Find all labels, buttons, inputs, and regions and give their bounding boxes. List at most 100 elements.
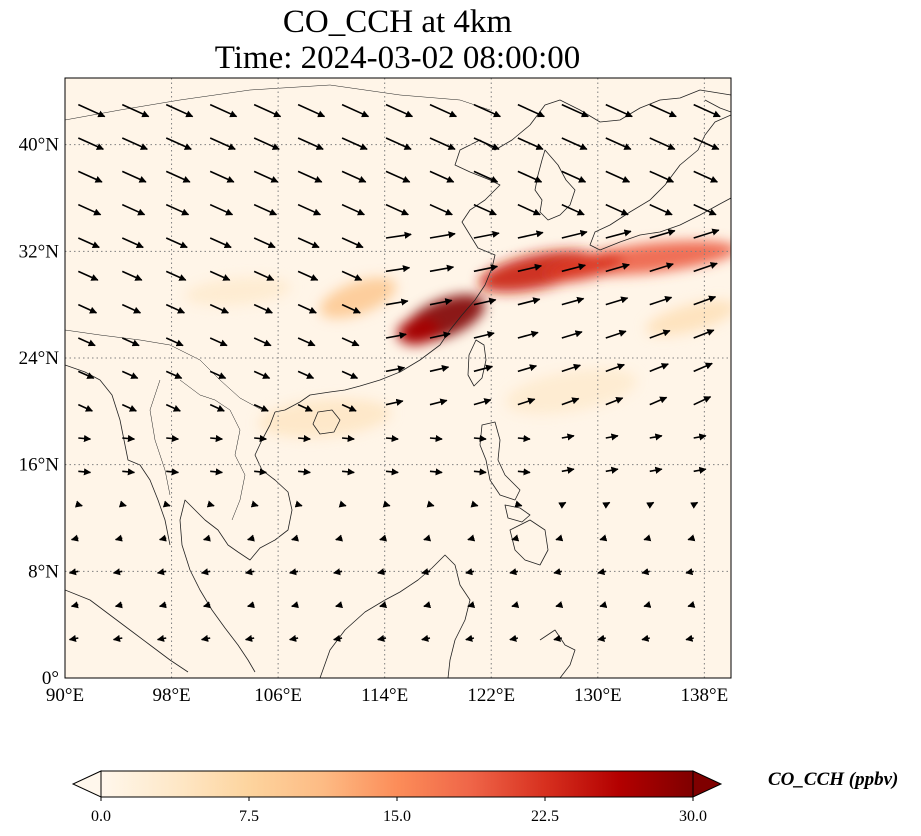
lat-tick-label: 8°N	[28, 561, 59, 582]
wind-vector	[470, 500, 479, 508]
wind-vector	[377, 568, 387, 576]
wind-vector	[646, 501, 655, 509]
wind-vector	[561, 363, 581, 373]
wind-vector	[429, 298, 453, 306]
wind-vector	[114, 601, 123, 609]
wind-vector	[693, 137, 720, 150]
wind-vector	[599, 534, 608, 542]
wind-vector	[165, 403, 181, 412]
wind-vector	[253, 337, 272, 347]
colorbar-label: CO_CCH (ppbv)	[768, 769, 899, 790]
wind-vector	[649, 170, 675, 183]
lon-tick-label: 130°E	[574, 685, 622, 706]
wind-vector	[649, 296, 673, 306]
wind-vector	[605, 137, 632, 150]
wind-vector	[298, 434, 311, 443]
wind-vector	[649, 433, 663, 441]
wind-vector	[429, 137, 456, 150]
wind-vector	[121, 137, 148, 150]
wind-vector	[121, 303, 142, 314]
wind-vector	[517, 434, 531, 443]
wind-vector	[643, 534, 652, 542]
wind-vector	[247, 601, 255, 609]
wind-vector	[77, 237, 100, 249]
wind-vector	[156, 568, 167, 576]
wind-vector	[122, 434, 136, 443]
wind-vector	[121, 103, 150, 118]
wind-vector	[121, 170, 147, 183]
wind-vector	[341, 403, 357, 412]
wind-vector	[77, 137, 105, 150]
wind-vector	[429, 264, 455, 273]
wind-vector	[649, 329, 671, 339]
wind-vector	[118, 500, 127, 508]
wind-vector	[641, 568, 650, 576]
wind-vector	[377, 634, 387, 642]
wind-vector	[121, 337, 140, 347]
wind-vector	[297, 103, 326, 118]
wind-vector	[341, 237, 364, 249]
wind-vector	[602, 501, 611, 509]
wind-vector	[693, 466, 707, 474]
colorbar-tick-label: 15.0	[383, 808, 411, 825]
wind-vector	[473, 434, 487, 443]
co-plume-7	[185, 277, 292, 306]
wind-vector	[297, 203, 322, 216]
wind-vector	[77, 203, 102, 216]
wind-vector	[335, 534, 343, 542]
wind-vector	[200, 634, 211, 642]
wind-vector	[209, 303, 229, 314]
wind-vector	[514, 500, 523, 508]
lat-tick-label: 0°	[42, 668, 59, 689]
wind-vector	[429, 434, 443, 443]
wind-vector	[379, 601, 388, 609]
wind-vector	[467, 534, 476, 542]
wind-vector	[693, 228, 720, 239]
wind-vector	[517, 330, 539, 339]
wind-vector	[649, 137, 676, 150]
wind-vector	[244, 634, 255, 642]
wind-vector	[341, 370, 359, 379]
wind-vector	[605, 363, 625, 373]
wind-vector	[385, 137, 412, 150]
wind-vector	[165, 370, 183, 379]
wind-vector	[517, 203, 541, 216]
co-plume-5	[320, 277, 396, 319]
wind-vector	[429, 170, 455, 183]
wind-vector	[253, 403, 269, 412]
wind-vector	[605, 433, 619, 441]
wind-vector	[517, 230, 544, 239]
wind-vector	[693, 396, 712, 406]
wind-vector	[693, 329, 715, 339]
wind-vector	[558, 501, 567, 509]
wind-vector	[77, 337, 96, 347]
wind-vector	[561, 466, 575, 474]
wind-vector	[203, 601, 211, 609]
wind-vector	[165, 237, 188, 249]
wind-vector	[423, 601, 432, 609]
wind-vector	[687, 601, 696, 608]
wind-vector	[473, 364, 494, 373]
wind-vector	[297, 337, 316, 347]
title-variable: CO_CCH at 4km	[282, 4, 513, 40]
wind-vector	[77, 170, 103, 183]
colorbar: 0.0 7.5 15.0 22.5 30.0	[71, 770, 723, 825]
wind-vector	[341, 434, 355, 443]
wind-vector	[561, 203, 585, 216]
colorbar-ticks: 0.0 7.5 15.0 22.5 30.0	[91, 797, 707, 825]
wind-vector	[341, 170, 367, 183]
wind-vector	[121, 237, 144, 249]
wind-vector	[605, 466, 619, 474]
wind-vector	[253, 370, 271, 379]
wind-vector	[247, 534, 255, 542]
colorbar-tick-label: 0.0	[91, 808, 111, 825]
wind-vector	[473, 468, 487, 476]
coastline-visayas	[504, 504, 531, 523]
map-frame	[64, 77, 732, 679]
wind-vector	[473, 297, 497, 306]
wind-vector	[200, 568, 211, 576]
wind-vector	[209, 270, 231, 281]
coastline-sumatra	[65, 589, 189, 673]
wind-vector	[297, 237, 320, 249]
wind-vector	[429, 231, 456, 239]
